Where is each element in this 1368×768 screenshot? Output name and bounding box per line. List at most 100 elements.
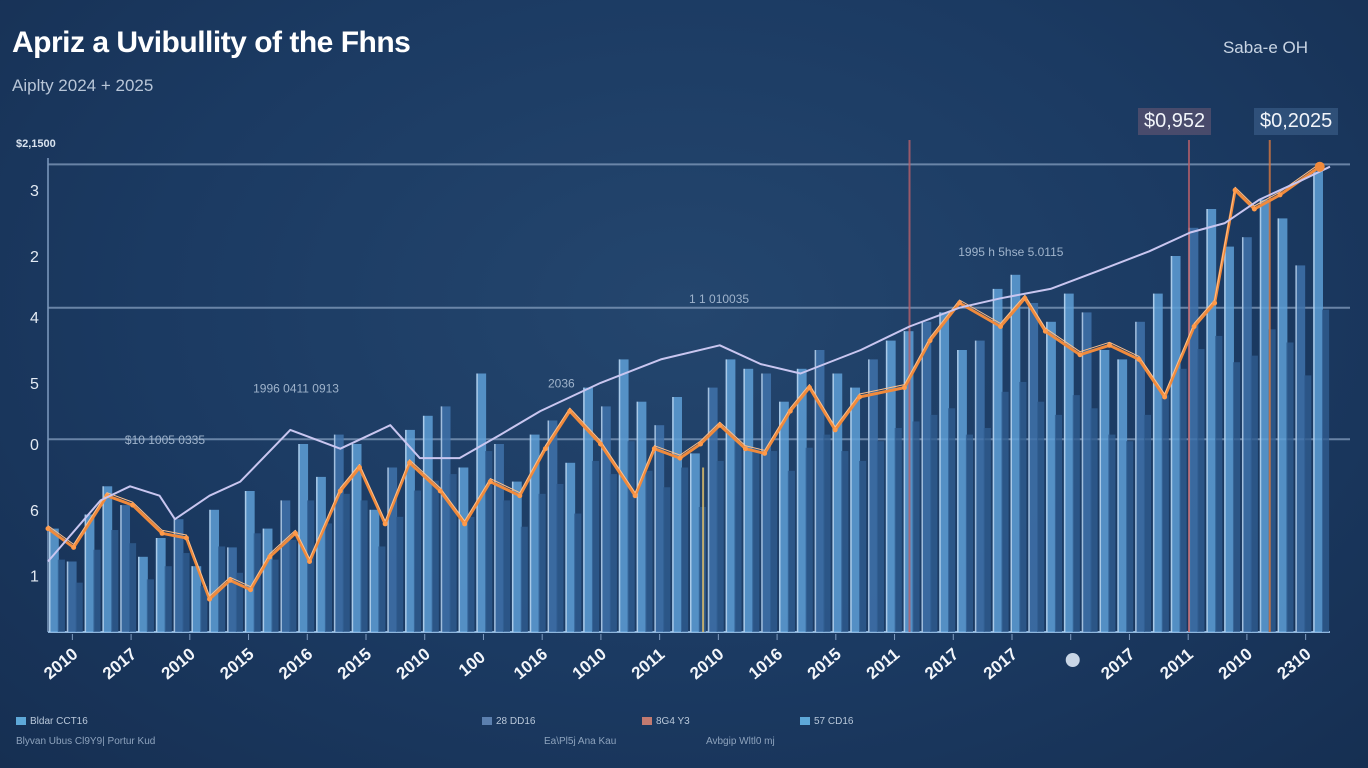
bar-highlight <box>1277 218 1280 632</box>
bar <box>298 444 309 632</box>
bar-secondary <box>129 543 137 632</box>
bar-secondary <box>787 470 795 632</box>
bar-secondary <box>1108 434 1116 632</box>
bar <box>1135 321 1145 632</box>
data-point <box>1251 206 1257 212</box>
bar-secondary <box>146 579 154 632</box>
x-tick-label: 2016 <box>275 644 316 683</box>
data-point <box>598 441 604 447</box>
bar-secondary <box>574 513 582 632</box>
bar-secondary <box>1161 395 1169 632</box>
bar-highlight <box>636 401 639 632</box>
bar <box>1224 246 1234 632</box>
data-point <box>1232 187 1238 193</box>
bar <box>351 444 362 632</box>
bar-highlight <box>974 340 977 632</box>
x-tick-label: 2017 <box>921 644 962 683</box>
series-line-trend <box>47 165 1331 563</box>
bar <box>1188 227 1199 633</box>
bar <box>583 387 593 632</box>
bar <box>102 486 113 632</box>
chart-title: Apriz a Uvibullity of the Fhns <box>12 26 411 59</box>
bar <box>262 528 273 632</box>
logo-icon <box>1065 653 1080 667</box>
annotation-label: $10 1005 0335 <box>125 433 205 447</box>
bar-highlight <box>244 491 247 632</box>
source-label: Saba-e OH <box>1222 38 1308 57</box>
bar-highlight <box>796 368 799 632</box>
bar <box>868 359 878 632</box>
data-point <box>407 460 413 466</box>
data-point <box>248 587 254 593</box>
bar-highlight <box>529 434 532 632</box>
data-point <box>901 385 907 391</box>
bar-secondary <box>1268 329 1276 632</box>
bar <box>440 406 451 632</box>
bar-secondary <box>378 546 386 632</box>
data-point <box>698 441 704 447</box>
bar-highlight <box>369 509 371 632</box>
bar <box>511 481 522 632</box>
bar-highlight <box>173 519 176 632</box>
bar-secondary <box>396 516 404 632</box>
bar-highlight <box>850 387 852 632</box>
bar-secondary <box>520 526 528 632</box>
legend-swatch <box>800 717 810 726</box>
bar-secondary <box>663 487 671 632</box>
bar-secondary <box>770 451 778 632</box>
legend-item-3: 8G4 Y3 Avbgip Wltl0 mj <box>642 716 775 747</box>
bar-highlight <box>600 406 603 632</box>
data-point <box>71 544 77 550</box>
x-tick-label: 2010 <box>393 644 434 683</box>
legend-label: 57 CD16 <box>814 716 854 727</box>
data-point <box>1042 328 1048 334</box>
bar-secondary <box>1019 381 1027 632</box>
data-point <box>567 408 573 414</box>
bar <box>814 350 825 632</box>
chart-subtitle: Aiplty 2024 + 2025 <box>12 76 154 95</box>
annotation-label: 1 1 010035 <box>689 292 749 306</box>
bar <box>458 467 469 632</box>
bar-highlight <box>690 453 692 632</box>
legend-item-2: 28 DD16 Ea\Pl5j Ana Kau <box>482 716 616 747</box>
data-point <box>1212 300 1218 306</box>
bar <box>600 406 611 632</box>
x-tick-label: 100 <box>455 647 489 680</box>
bar-secondary <box>823 434 831 632</box>
bar <box>66 561 77 632</box>
data-point <box>183 535 189 541</box>
data-point <box>807 385 813 391</box>
bar-secondary <box>965 434 973 632</box>
chart-canvas: 3 2 4 5 0 6 1 $10 1005 0335 1996 0411 0913 2036 1 … <box>30 140 1350 683</box>
x-tick-label: 2017 <box>1097 644 1138 683</box>
bar <box>120 505 131 632</box>
bar-highlight <box>903 331 906 632</box>
x-tick-label: 2010 <box>686 644 727 683</box>
data-point <box>462 521 468 527</box>
bar <box>672 397 682 632</box>
bar <box>1099 350 1110 632</box>
series-line-orange <box>47 165 1321 601</box>
x-tick-label: 1016 <box>745 644 786 683</box>
bar <box>1170 256 1181 632</box>
bar-secondary <box>324 523 332 632</box>
value-badge-1: $0,952 <box>1138 108 1212 135</box>
bar <box>173 519 184 632</box>
y-tick-label: 2 <box>30 249 39 266</box>
bar-highlight <box>458 467 461 632</box>
legend-label: Bldar CCT16 <box>30 716 88 727</box>
x-tick-label: 2017 <box>980 644 1021 683</box>
bar-secondary <box>1286 342 1294 632</box>
bar <box>1295 265 1306 632</box>
data-point <box>651 446 657 452</box>
data-point <box>382 521 388 527</box>
bar <box>957 350 967 632</box>
x-tick-label: 2010 <box>1215 644 1256 683</box>
bar-secondary <box>1072 395 1080 632</box>
bar <box>209 509 220 632</box>
annotation-label: 1995 h 5hse 5.0115 <box>958 245 1064 259</box>
bar-highlight <box>672 397 674 632</box>
data-point <box>1022 295 1028 301</box>
y-axis-top-label: $2,1500 <box>16 138 56 150</box>
x-tick-label: 2011 <box>1156 645 1196 683</box>
